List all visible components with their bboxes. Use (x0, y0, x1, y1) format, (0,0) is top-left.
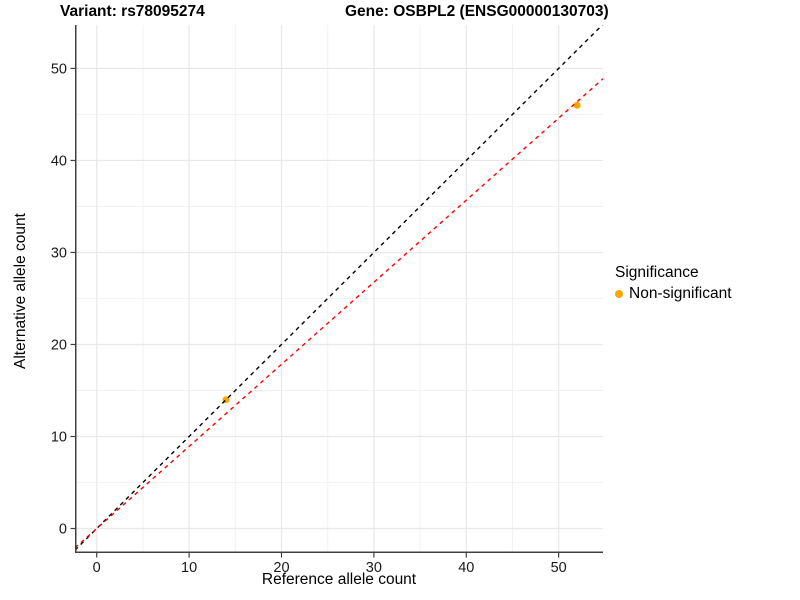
x-tick-label: 20 (273, 560, 289, 576)
x-tick-label: 40 (458, 560, 474, 576)
fit-line (75, 78, 603, 549)
y-tick-label: 20 (51, 337, 67, 353)
y-axis-title: Alternative allele count (12, 213, 29, 369)
x-tick-label: 10 (181, 560, 197, 576)
y-tick-label: 0 (59, 522, 67, 538)
legend-title: Significance (615, 264, 699, 281)
x-tick-label: 30 (366, 560, 382, 576)
x-tick-label: 0 (93, 560, 101, 576)
legend-items: Non-significant (615, 285, 732, 303)
legend-point-icon (615, 290, 623, 298)
y-tick-label: 50 (51, 61, 67, 77)
plot-canvas: 0 10 20 30 40 50 0 10 20 30 40 50 (51, 25, 603, 576)
variant-title: Variant: rs78095274 (60, 3, 205, 20)
x-axis-title: Reference allele count (261, 571, 417, 588)
data-layer (75, 25, 603, 551)
gene-title: Gene: OSBPL2 (ENSG00000130703) (345, 3, 609, 20)
y-tick-label: 30 (51, 245, 67, 261)
y-tick-label: 40 (51, 153, 67, 169)
legend: Significance Non-significant (615, 264, 732, 303)
y-tick-label: 10 (51, 430, 67, 446)
plot-panel: 0 10 20 30 40 50 0 10 20 30 40 50 (51, 25, 603, 576)
identity-line (75, 25, 603, 551)
data-point (573, 101, 581, 109)
x-tick-label: 50 (551, 560, 567, 576)
legend-item: Non-significant (615, 285, 732, 303)
legend-item-label: Non-significant (629, 285, 732, 302)
